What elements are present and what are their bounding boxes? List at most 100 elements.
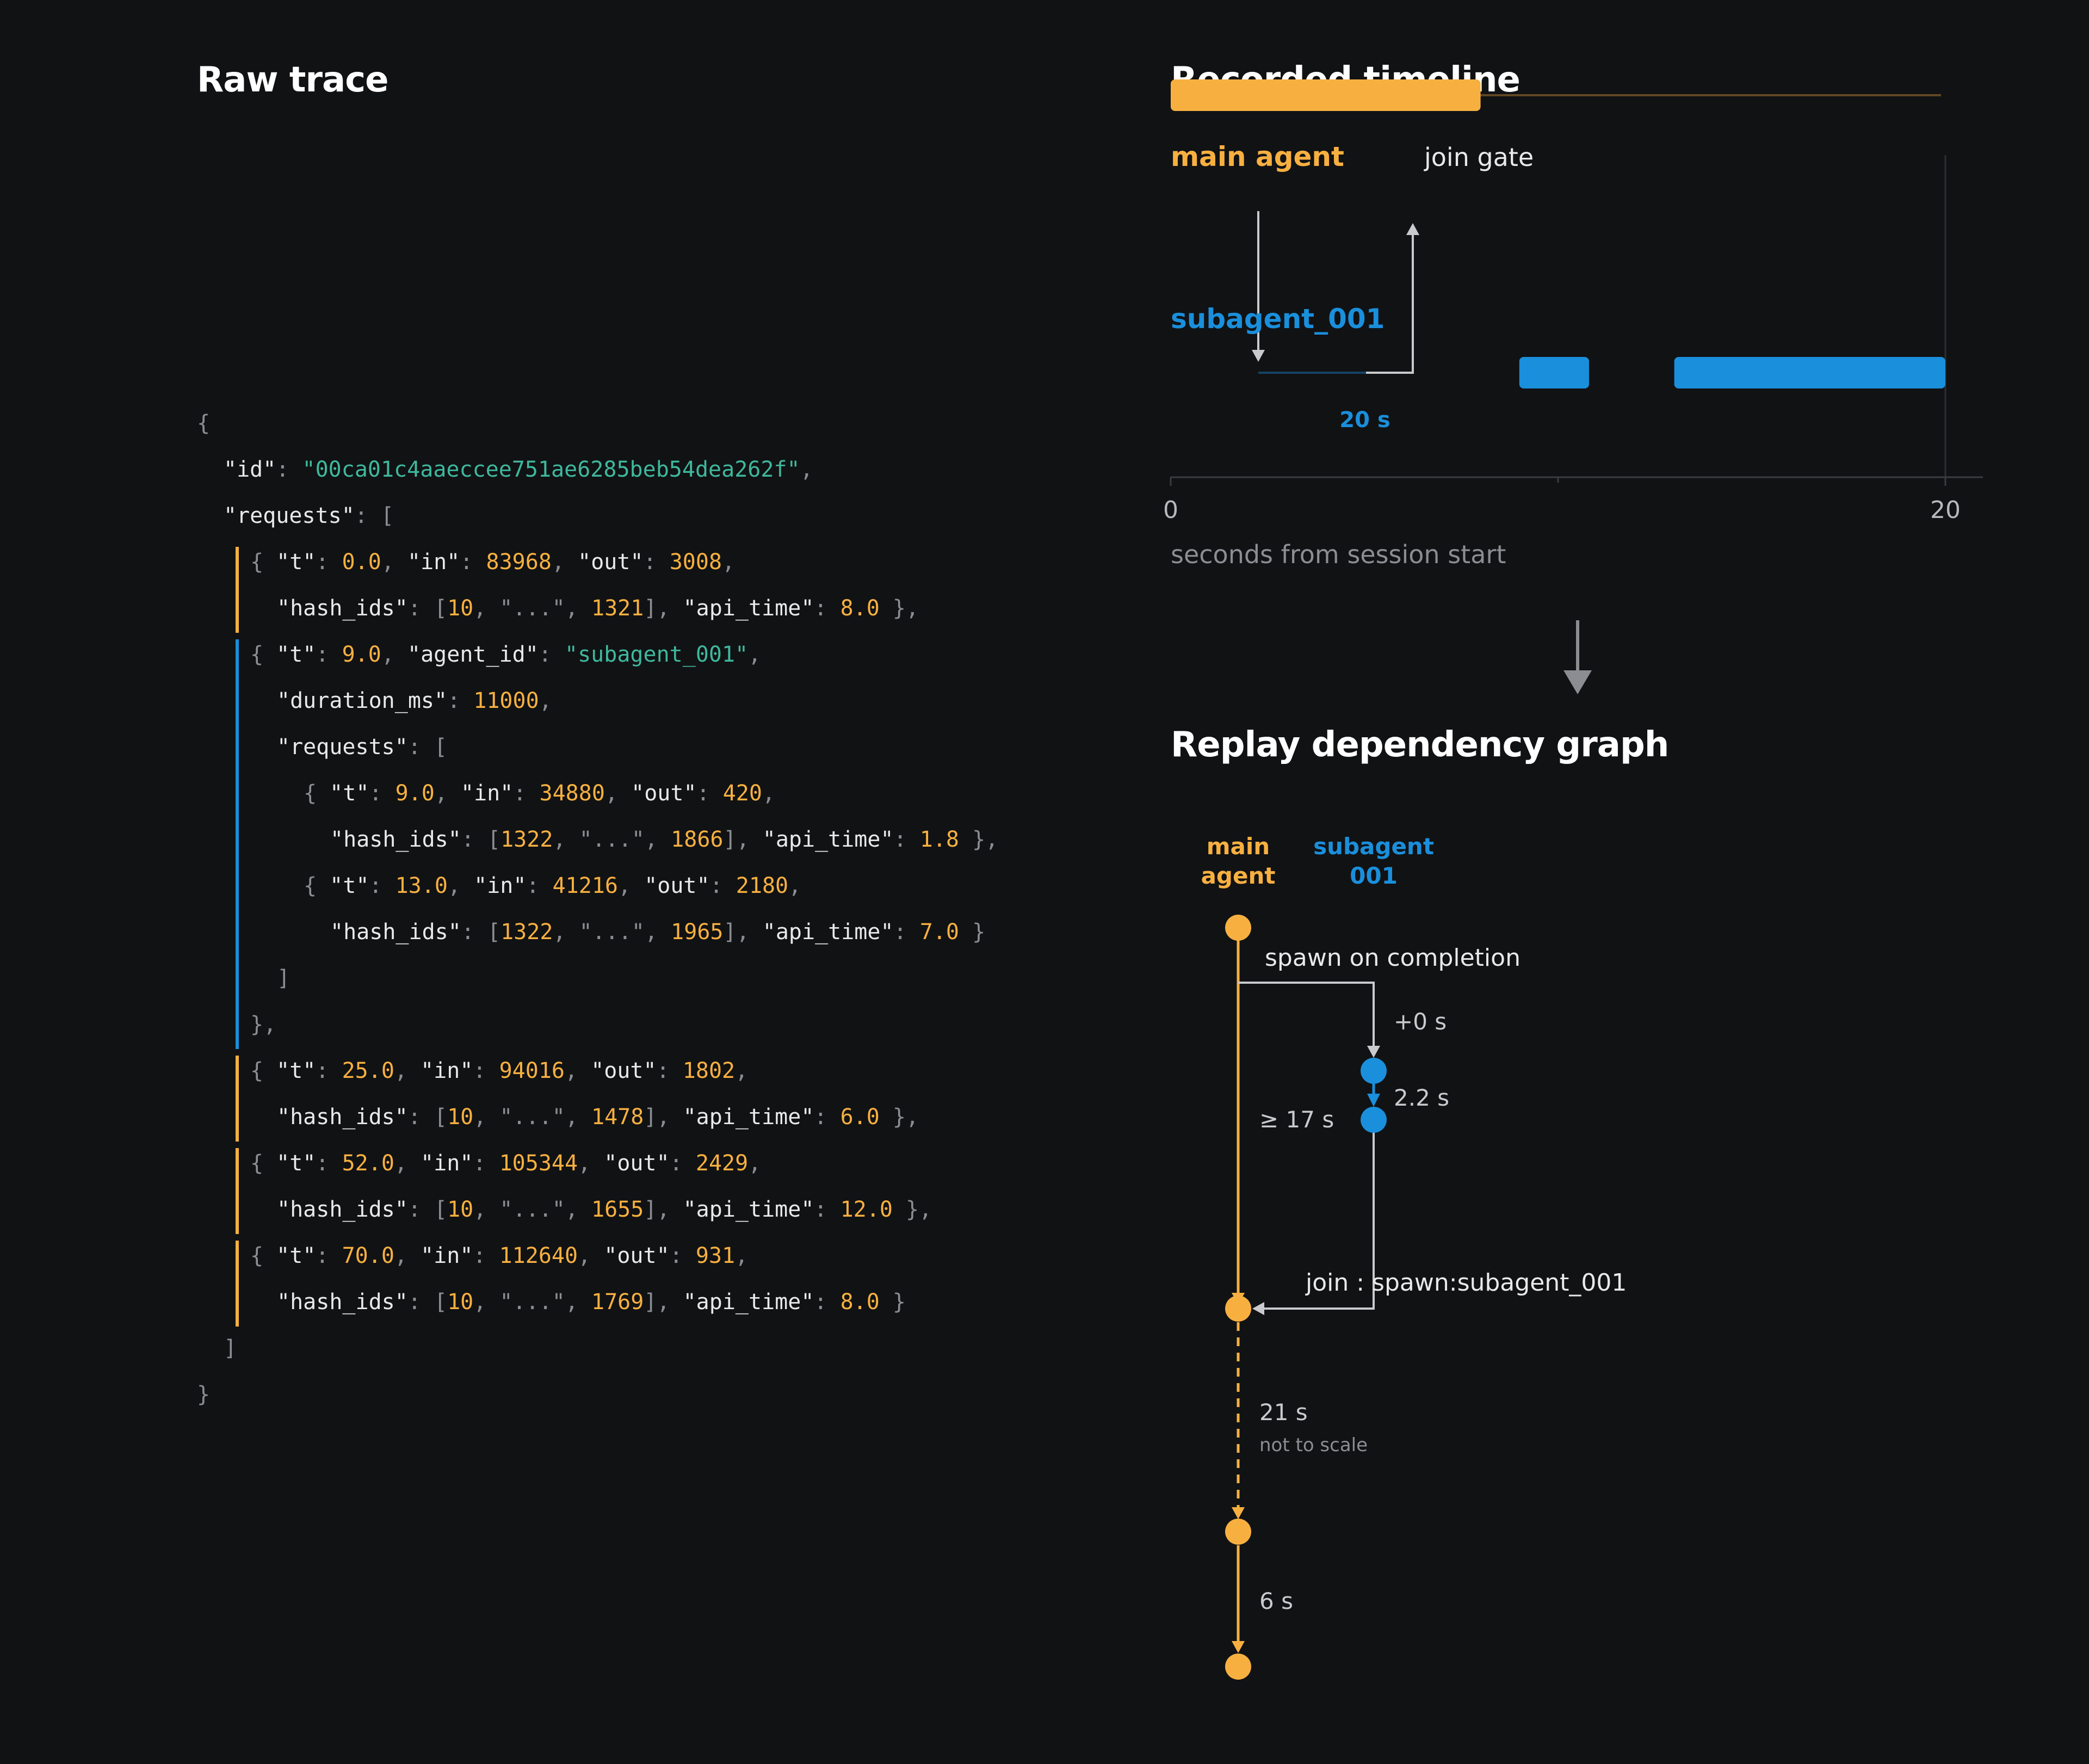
code-token: 1802 [682, 1058, 736, 1083]
timeline-main-label: main agent [1171, 141, 1344, 172]
code-token: : [526, 873, 553, 898]
code-token: : [513, 781, 540, 806]
code-line: "hash_ids": [10, "...", 1769], "api_time… [277, 1291, 906, 1313]
code-token: 1655 [591, 1197, 644, 1222]
code-token: }, [892, 1197, 932, 1222]
code-token: , [618, 873, 645, 898]
code-token: ], [644, 1105, 683, 1130]
code-line: } [197, 1384, 210, 1405]
code-token: { [250, 1058, 277, 1083]
code-token: 11000 [473, 688, 539, 713]
code-token: , [735, 1243, 749, 1268]
code-token: { [250, 642, 277, 667]
code-token: , [748, 1151, 762, 1176]
code-token: , [722, 550, 736, 575]
code-token: "out" [631, 781, 697, 806]
code-token: : [696, 781, 723, 806]
code-token: { [197, 411, 211, 436]
gap-last-label: 6 s [1259, 1588, 1293, 1614]
graph-main-label-2: agent [1201, 862, 1276, 889]
main-edge-wait [1232, 928, 1245, 1305]
code-token: , [394, 1058, 421, 1083]
main-request-bar [236, 547, 239, 633]
code-token: : [669, 1243, 696, 1268]
code-token: , [394, 1151, 421, 1176]
graph-title: Replay dependency graph [1171, 725, 1669, 765]
join-edge [1252, 1120, 1375, 1315]
code-token: "api_time" [762, 827, 894, 852]
code-token: , "...", [473, 1197, 591, 1222]
graph-sub-label-2: 001 [1350, 862, 1398, 889]
code-line: ] [224, 1337, 237, 1359]
code-token: }, [250, 1012, 277, 1037]
subagent-request-bar [236, 639, 239, 1049]
main-edge-last [1232, 1545, 1245, 1653]
sub-edge [1367, 1071, 1380, 1107]
code-token: "hash_ids" [277, 1197, 408, 1222]
code-token: : [ [407, 596, 448, 621]
graph-main-label-1: main [1207, 833, 1270, 860]
code-token: 83968 [486, 550, 552, 575]
code-line: "hash_ids": [10, "...", 1321], "api_time… [277, 597, 919, 619]
code-token: "hash_ids" [330, 920, 461, 945]
tick-label: 20 [1930, 496, 1961, 524]
code-line: { [197, 412, 210, 434]
code-token: }, [879, 1105, 919, 1130]
main-node-end [1225, 1654, 1251, 1680]
code-token: "requests" [224, 503, 355, 528]
code-line: ] [277, 967, 290, 989]
main-request-bar [236, 1148, 239, 1234]
code-token: , [434, 781, 461, 806]
code-token: : [656, 1058, 683, 1083]
code-token: 112640 [499, 1243, 578, 1268]
code-token: 9.0 [342, 642, 381, 667]
code-token: , [447, 873, 474, 898]
graph-sub-label-1: subagent [1313, 833, 1434, 860]
code-token: : [473, 1243, 499, 1268]
code-token: "id" [224, 457, 276, 482]
code-token: , [539, 688, 552, 713]
main-node-3 [1225, 1519, 1251, 1545]
timeline-sub-label: subagent_001 [1171, 303, 1385, 335]
sub-segments [1519, 357, 1945, 388]
code-token: "api_time" [683, 1290, 814, 1315]
code-token: , [604, 781, 632, 806]
code-token: 1322 [500, 827, 553, 852]
code-token: : [ [461, 920, 501, 945]
tick-label: 0 [1163, 496, 1178, 524]
code-token: : [814, 596, 840, 621]
code-token: 41216 [552, 873, 619, 898]
spawn-connector [1252, 211, 1265, 362]
code-token: , "...", [553, 827, 671, 852]
code-line: { "t": 52.0, "in": 105344, "out": 2429, [250, 1152, 761, 1174]
code-token: , [762, 781, 776, 806]
code-line: "hash_ids": [1322, "...", 1866], "api_ti… [330, 829, 998, 850]
code-token: 9.0 [395, 781, 435, 806]
code-line: "id": "00ca01c4aaeccee751ae6285beb54dea2… [224, 459, 813, 480]
code-token: 1769 [591, 1290, 644, 1315]
code-token: : [643, 550, 670, 575]
join-label: join : spawn:subagent_001 [1305, 1269, 1627, 1297]
code-token: : [316, 642, 342, 667]
code-token: "t" [330, 873, 369, 898]
code-token: 8.0 [840, 596, 880, 621]
timeline-grid [1944, 155, 1946, 477]
code-line: "duration_ms": 11000, [277, 690, 552, 712]
code-token: "00ca01c4aaeccee751ae6285beb54dea262f" [302, 457, 800, 482]
code-token: : [709, 873, 736, 898]
code-token: { [250, 1243, 277, 1268]
code-token: 8.0 [840, 1290, 880, 1315]
code-token: : [ [407, 1105, 448, 1130]
code-line: "hash_ids": [1322, "...", 1965], "api_ti… [330, 921, 985, 943]
code-token: 2180 [736, 873, 789, 898]
code-token: "api_time" [683, 596, 814, 621]
code-line: { "t": 9.0, "agent_id": "subagent_001", [250, 644, 761, 665]
code-token: : [538, 642, 565, 667]
code-token: , "...", [473, 1290, 591, 1315]
sub-request-segment [1674, 357, 1945, 388]
code-token: "requests" [277, 735, 408, 760]
code-token: "in" [474, 873, 527, 898]
spawn-edge [1238, 982, 1380, 1058]
code-token: , [748, 642, 762, 667]
code-token: 10 [447, 596, 474, 621]
